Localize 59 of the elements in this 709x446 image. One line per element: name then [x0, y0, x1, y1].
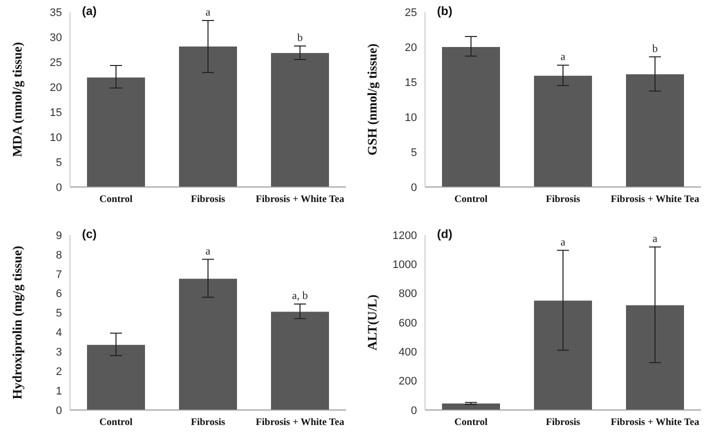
annotation: a: [560, 51, 566, 64]
y-tick-label: 400: [398, 346, 417, 359]
annotation: a: [206, 6, 211, 18]
x-tick-label: Control: [99, 194, 133, 206]
y-tick-label: 5: [410, 146, 417, 159]
chart-title: (b): [437, 4, 452, 18]
y-tick-label: 7: [56, 268, 62, 281]
x-tick-label: Control: [99, 417, 133, 428]
x-tick-label: Fibrosis + White Tea: [610, 417, 700, 428]
chart-title: (c): [82, 227, 97, 241]
y-tick-label: 600: [398, 317, 417, 330]
y-tick-label: 0: [56, 404, 62, 417]
chart-title: (d): [437, 227, 452, 241]
y-tick-label: 1200: [392, 230, 417, 242]
x-tick-label: Fibrosis: [546, 417, 580, 428]
y-tick-label: 2: [56, 366, 62, 378]
annotation: a: [560, 236, 566, 248]
y-tick-label: 20: [404, 42, 417, 54]
y-tick-label: 1: [56, 385, 62, 398]
x-tick-label: Control: [454, 417, 488, 428]
y-tick-label: 0: [410, 404, 417, 417]
x-tick-label: Fibrosis + White Tea: [256, 417, 344, 428]
y-tick-label: 9: [56, 230, 62, 242]
y-tick-label: 10: [404, 112, 417, 124]
y-tick-label: 200: [398, 376, 417, 388]
y-tick-label: 25: [404, 6, 417, 19]
annotation: a, b: [292, 290, 308, 302]
y-tick-label: 25: [50, 56, 62, 69]
y-tick-label: 0: [56, 182, 62, 194]
y-tick-label: 10: [50, 132, 62, 144]
x-tick-label: Fibrosis + White Tea: [610, 194, 700, 206]
y-tick-label: 1000: [392, 259, 417, 272]
y-tick-label: 5: [56, 156, 62, 169]
x-tick-label: Fibrosis + White Tea: [256, 194, 344, 206]
y-tick-label: 35: [50, 6, 62, 19]
y-tick-label: 3: [56, 346, 62, 359]
x-tick-label: Fibrosis: [546, 194, 580, 206]
annotation: a: [652, 232, 658, 245]
y-tick-label: 0: [410, 182, 417, 194]
y-tick-label: 8: [56, 249, 62, 262]
y-tick-label: 800: [398, 288, 417, 300]
annotation: b: [297, 32, 304, 44]
y-tick-label: 4: [56, 327, 62, 340]
y-axis-title: ALT(U/L): [364, 294, 380, 350]
y-axis-title: Hydroxiprolin (mg/g tissue): [10, 246, 25, 400]
x-tick-label: Control: [454, 194, 488, 206]
annotation: b: [652, 42, 658, 55]
y-tick-label: 20: [50, 82, 62, 94]
annotation: a: [206, 245, 211, 258]
x-tick-label: Fibrosis: [190, 194, 226, 206]
y-axis-title: GSH (nmol/g tissue): [364, 44, 380, 156]
y-tick-label: 6: [56, 288, 62, 300]
y-tick-label: 15: [50, 106, 62, 119]
y-axis-title: MDA (nmol/g tissue): [10, 42, 25, 157]
y-tick-label: 15: [404, 76, 417, 89]
chart-title: (a): [82, 4, 97, 18]
x-tick-label: Fibrosis: [190, 417, 226, 428]
y-tick-label: 30: [50, 32, 62, 44]
y-tick-label: 5: [56, 308, 62, 320]
